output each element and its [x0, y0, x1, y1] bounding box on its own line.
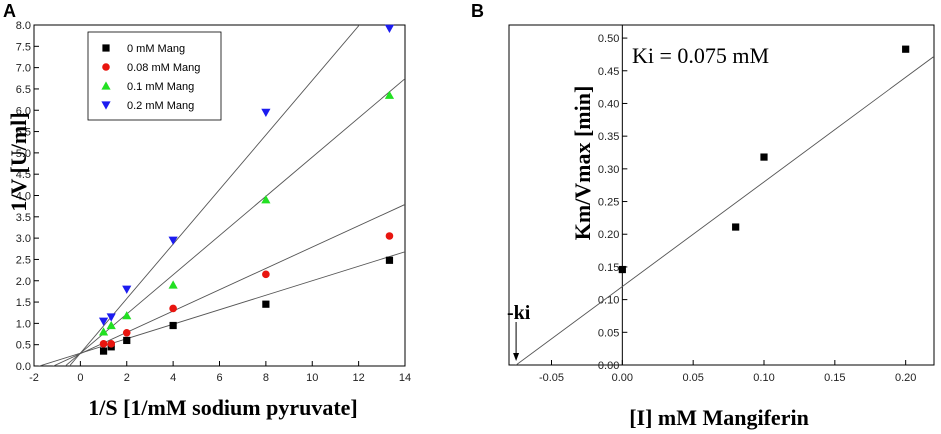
panel-a-data-point: [168, 236, 178, 245]
panel-a-data-point: [168, 280, 178, 289]
panel-a-data-point: [169, 321, 177, 330]
panel-a-x-tick-label: 14: [399, 372, 411, 384]
panel-a-y-tick-label: 0.0: [16, 361, 31, 373]
panel-a-y-tick-label: 4.5: [16, 169, 31, 181]
panel-a-fit-line: [37, 251, 405, 366]
panel-a-data-point: [262, 300, 270, 308]
panel-a-legend-marker: [102, 63, 110, 71]
panel-a-y-axis-title: 1/V [U/ml]: [6, 112, 31, 211]
panel-b-y-tick-label: 0.05: [598, 327, 619, 339]
panel-a-data-point: [106, 313, 116, 322]
panel-a-x-axis-title: 1/S [1/mM sodium pyruvate]: [88, 395, 358, 420]
panel-a-data-point: [106, 320, 116, 330]
ki-arrow-head: [513, 353, 520, 361]
panel-a-y-tick-label: 1.0: [16, 318, 31, 330]
panel-a-data-point: [384, 90, 395, 99]
panel-a-legend-label: 0.08 mM Mang: [127, 62, 200, 74]
panel-a-y-tick-label: 2.5: [16, 254, 31, 266]
panel-a-legend-box: [87, 31, 222, 121]
panel-a-x-tick-label: 4: [170, 372, 176, 384]
panel-a-data-point: [122, 285, 132, 294]
panel-a-y-tick-label: 7.5: [16, 41, 31, 53]
panel-a-legend-label: 0.1 mM Mang: [127, 81, 194, 93]
panel-a-data-point: [385, 232, 394, 240]
ki-value-annotation: Ki = 0.075 mM: [632, 43, 769, 68]
panel-b-y-tick-label: 0.20: [598, 229, 619, 241]
panel-a-chart: -2 0 2 4 6 8 10 12 14 0.0 0.5 1.0 1.5 2.0 2.5 3.0 3.5 4.0…: [6, 20, 411, 420]
panel-a-data-point: [98, 327, 109, 336]
panel-a-x-tick-label: 10: [306, 372, 318, 384]
panel-b-fit-line: [515, 56, 934, 365]
panel-a-data-point: [122, 328, 131, 337]
panel-a-legend-marker: [102, 44, 110, 52]
panel-a-x-tick-label: -2: [29, 372, 39, 384]
panel-b-x-tick-label: -0.05: [539, 372, 564, 384]
panel-b-y-tick-label: 0.10: [598, 295, 619, 307]
panel-a-data-point: [123, 336, 131, 345]
panel-b-data-point: [618, 265, 626, 274]
panel-a-x-tick-label: 0: [77, 372, 83, 384]
panel-b-y-tick-label: 0.40: [598, 98, 619, 110]
panel-a-data-point: [262, 270, 270, 279]
panel-a-y-tick-label: 6.5: [16, 84, 31, 96]
panel-b-x-tick-label: 0.10: [753, 372, 774, 384]
panel-a-data-point: [384, 24, 395, 34]
panel-a-y-tick-label: 5.0: [16, 148, 31, 160]
panel-b-y-tick-label: 0.45: [598, 66, 619, 78]
panel-a-y-tick-label: 3.5: [16, 212, 31, 224]
panel-b-y-tick-label: 0.15: [598, 262, 619, 274]
panel-b-data-point: [732, 223, 740, 231]
panel-a-legend-label: 0 mM Mang: [127, 43, 185, 55]
panel-b-y-tick-label: 0.25: [598, 197, 619, 209]
panel-a-x-tick-label: 12: [353, 372, 365, 384]
panel-b-x-tick-label: 0.15: [824, 372, 845, 384]
ki-arrow-label: -ki: [507, 302, 531, 324]
panel-b-plot-frame: [508, 24, 935, 366]
panel-a-data-point: [169, 304, 177, 313]
panel-a-y-tick-label: 2.0: [16, 276, 31, 288]
panel-b-y-tick-label: 0.00: [598, 360, 619, 372]
panel-a-legend-label: 0.2 mM Mang: [127, 100, 194, 112]
panel-b-x-tick-label: 0.00: [612, 372, 633, 384]
panel-b-y-tick-label: 0.30: [598, 164, 619, 176]
panel-b-data-point: [760, 153, 768, 161]
panel-a-y-tick-label: 0.5: [16, 340, 31, 352]
panel-b-x-tick-label: 0.20: [895, 372, 916, 384]
panel-a-fit-line: [64, 78, 405, 366]
panel-a-x-tick-label: 6: [216, 372, 222, 384]
panel-a-data-point: [261, 195, 271, 204]
panel-a-y-tick-label: 7.0: [16, 63, 31, 75]
panel-a-x-tick-label: 8: [263, 372, 269, 384]
panel-b-y-axis-title: Km/Vmax [min]: [570, 86, 595, 241]
panel-a-legend: 0 mM Mang 0.08 mM Mang 0.1 mM Mang 0.2 mM M…: [87, 31, 222, 121]
panel-label-b: B: [471, 1, 484, 21]
panel-a-legend-marker: [101, 81, 111, 90]
panel-b-data-point: [902, 45, 910, 53]
panel-a-data-point: [98, 317, 109, 326]
panel-a-fit-line: [52, 204, 405, 366]
panel-b-chart: -0.05 0.00 0.05 0.10 0.15 0.20 0.00 0.05 0.10 0.1…: [507, 24, 935, 430]
panel-a-data-point: [99, 347, 108, 355]
panel-a-data-point: [99, 340, 108, 348]
panel-b-y-tick-label: 0.50: [598, 33, 619, 45]
panel-b-x-axis-title: [I] mM Mangiferin: [629, 405, 809, 430]
panel-a-x-tick-label: 2: [124, 372, 130, 384]
panel-b-x-tick-label: 0.05: [682, 372, 703, 384]
panel-a-y-tick-label: 6.0: [16, 105, 31, 117]
panel-a-y-tick-label: 3.0: [16, 233, 31, 245]
panel-a-y-tick-label: 5.5: [16, 127, 31, 139]
panel-a-legend-marker: [101, 101, 111, 110]
panel-a-y-tick-label: 4.0: [16, 191, 31, 203]
panel-a-data-point: [122, 311, 132, 320]
panel-a-data-point: [385, 256, 394, 264]
panel-a-y-tick-label: 8.0: [16, 20, 31, 32]
panel-b-y-tick-label: 0.35: [598, 131, 619, 143]
panel-a-data-point: [107, 340, 116, 348]
panel-a-fit-line: [68, 25, 360, 366]
panel-a-y-tick-label: 1.5: [16, 297, 31, 309]
panel-label-a: A: [3, 1, 16, 21]
panel-a-data-point: [261, 108, 271, 117]
